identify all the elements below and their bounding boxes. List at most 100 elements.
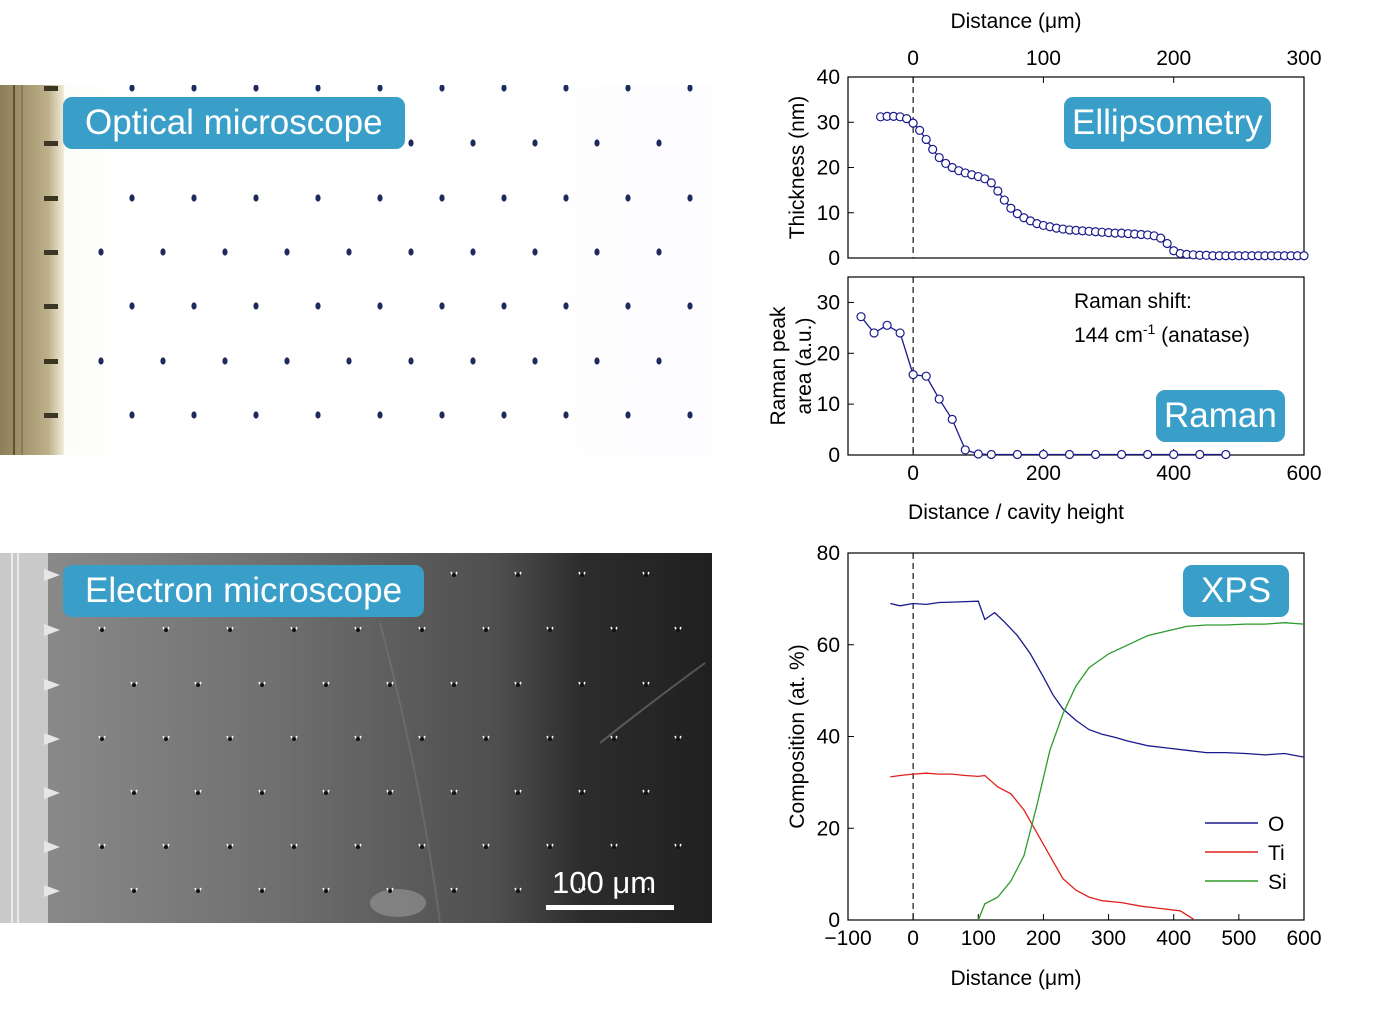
optical-dot (501, 85, 507, 92)
optical-dot (129, 302, 135, 310)
optical-dot (563, 85, 569, 92)
sem-dot-hole (420, 737, 424, 741)
data-point (947, 414, 957, 424)
optical-edge-mark (44, 141, 58, 146)
optical-edge-mark (44, 359, 58, 364)
y-tick-label: 0 (828, 909, 840, 932)
sem-dot-hole (324, 889, 328, 893)
optical-edge-mark (44, 86, 58, 91)
y-tick-label: 30 (817, 111, 840, 134)
sem-dot-hole (676, 737, 680, 741)
optical-dot (253, 302, 259, 310)
y-tick-label: 30 (817, 291, 840, 314)
data-point (986, 178, 996, 188)
optical-dot (284, 357, 290, 365)
electron-microscope-badge: Electron microscope (63, 565, 425, 617)
sem-dot-hole (196, 791, 200, 795)
sem-dot-hole (516, 791, 520, 795)
y-tick-label: 20 (817, 342, 840, 365)
y-tick-label: 40 (817, 726, 840, 749)
data-point (1143, 449, 1153, 460)
sem-dot-hole (196, 889, 200, 893)
optical-dot (687, 411, 693, 419)
y-tick-label: 10 (817, 202, 840, 225)
optical-dot (687, 85, 693, 92)
sem-dot-hole (516, 889, 520, 893)
optical-dot (470, 139, 476, 147)
x-tick-label: 0 (907, 47, 919, 70)
optical-dot (284, 248, 290, 256)
optical-dot (594, 357, 600, 365)
x-tick-label: 200 (1156, 47, 1191, 70)
optical-dot (625, 85, 631, 92)
optical-dot (439, 411, 445, 419)
legend-label-Ti: Ti (1268, 842, 1285, 865)
sem-dot-hole (164, 628, 168, 632)
data-point (1117, 449, 1127, 460)
x-tick-label: 0 (907, 927, 919, 950)
optical-dot (470, 357, 476, 365)
xps-badge: XPS (1183, 565, 1290, 617)
sem-dot-hole (132, 683, 136, 687)
data-point (1156, 233, 1166, 243)
optical-dot (129, 85, 135, 92)
sem-dot-hole (612, 628, 616, 632)
optical-dot (160, 248, 166, 256)
series-line-Si (977, 622, 1305, 921)
optical-dot (315, 411, 321, 419)
optical-dot (377, 194, 383, 202)
sem-dot-hole (484, 628, 488, 632)
x-axis-label: Distance (μm) (950, 967, 1081, 990)
data-point (1012, 449, 1022, 460)
sem-edge-mark (44, 885, 60, 897)
optical-dot (625, 194, 631, 202)
sem-dot-hole (676, 628, 680, 632)
sem-dot-hole (100, 845, 104, 849)
x-tick-label: 100 (961, 927, 996, 950)
sem-dot-hole (644, 791, 648, 795)
scale-bar-label: 100 μm (552, 865, 657, 900)
sem-dot-hole (644, 683, 648, 687)
ellipsometry-badge: Ellipsometry (1064, 97, 1271, 149)
sem-dot-hole (260, 791, 264, 795)
x-tick-label: 0 (907, 462, 919, 485)
y-tick-label: 10 (817, 393, 840, 416)
optical-dot (439, 194, 445, 202)
optical-dot (377, 302, 383, 310)
sem-edge-mark (44, 679, 60, 691)
sem-dot-hole (612, 737, 616, 741)
optical-dot (253, 411, 259, 419)
optical-dot (470, 248, 476, 256)
sem-dot-hole (516, 573, 520, 577)
x-tick-label: 500 (1221, 927, 1256, 950)
y-axis-label: Raman peak area (a.u.) (767, 306, 816, 426)
sem-dot-hole (228, 737, 232, 741)
sem-dot-hole (452, 791, 456, 795)
optical-dot (656, 248, 662, 256)
data-point (960, 445, 970, 455)
optical-dot (346, 248, 352, 256)
sem-dot-hole (452, 683, 456, 687)
y-tick-label: 20 (817, 157, 840, 180)
optical-dot (687, 302, 693, 310)
optical-dot (656, 139, 662, 147)
data-point (999, 195, 1009, 205)
data-point (928, 144, 938, 154)
electron-microscope-image: Electron microscope 100 μm (0, 553, 712, 923)
data-point (934, 152, 944, 163)
optical-dot (408, 248, 414, 256)
data-point (1162, 238, 1172, 249)
sem-dot-hole (132, 791, 136, 795)
series-line-Ti (890, 772, 1194, 920)
sem-dot-hole (676, 845, 680, 849)
optical-dot (191, 194, 197, 202)
optical-dot (532, 139, 538, 147)
optical-dot (191, 85, 197, 92)
optical-edge-mark (44, 413, 58, 418)
x-tick-label: 200 (1026, 927, 1061, 950)
optical-dot (501, 411, 507, 419)
sem-dot-hole (292, 737, 296, 741)
sem-dot-hole (292, 628, 296, 632)
